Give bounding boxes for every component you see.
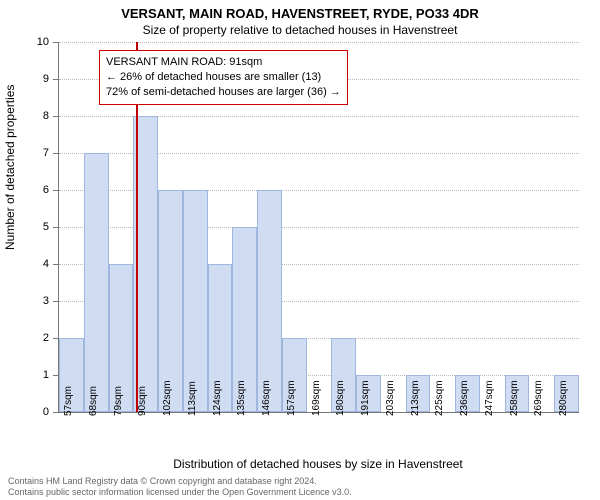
y-tick-label: 3 <box>43 295 49 307</box>
y-tick <box>53 42 59 43</box>
y-axis-label: Number of detached properties <box>3 85 17 250</box>
property-size-chart: VERSANT, MAIN ROAD, HAVENSTREET, RYDE, P… <box>0 0 600 500</box>
y-tick <box>53 153 59 154</box>
y-tick-label: 2 <box>43 332 49 344</box>
x-tick-label: 102sqm <box>162 380 173 416</box>
annotation-box: VERSANT MAIN ROAD: 91sqm ← 26% of detach… <box>99 50 348 105</box>
y-tick-label: 0 <box>43 406 49 418</box>
x-tick-label: 79sqm <box>113 386 124 416</box>
chart-title: VERSANT, MAIN ROAD, HAVENSTREET, RYDE, P… <box>0 6 600 21</box>
annotation-line-1: VERSANT MAIN ROAD: 91sqm <box>106 55 341 70</box>
footer-attribution: Contains HM Land Registry data © Crown c… <box>8 476 352 499</box>
x-tick-label: 236sqm <box>459 380 470 416</box>
x-tick-label: 113sqm <box>187 381 198 416</box>
x-axis-label: Distribution of detached houses by size … <box>58 457 578 471</box>
x-tick-label: 258sqm <box>509 380 520 416</box>
chart-subtitle: Size of property relative to detached ho… <box>0 23 600 37</box>
x-tick-label: 225sqm <box>434 380 445 416</box>
y-tick <box>53 190 59 191</box>
x-tick-label: 124sqm <box>212 380 223 416</box>
histogram-bar <box>158 190 183 412</box>
histogram-bar <box>84 153 109 412</box>
x-tick-label: 213sqm <box>410 380 421 416</box>
x-tick-label: 157sqm <box>286 380 297 416</box>
x-tick-label: 203sqm <box>385 380 396 416</box>
y-tick-label: 5 <box>43 221 49 233</box>
x-tick-label: 180sqm <box>335 380 346 416</box>
y-tick-label: 9 <box>43 73 49 85</box>
annotation-line-2: ← 26% of detached houses are smaller (13… <box>106 70 341 85</box>
x-tick-label: 269sqm <box>533 380 544 416</box>
x-tick-label: 135sqm <box>236 380 247 416</box>
y-tick <box>53 301 59 302</box>
y-tick <box>53 412 59 413</box>
x-tick-label: 280sqm <box>558 380 569 416</box>
y-tick-label: 7 <box>43 147 49 159</box>
histogram-bar <box>183 190 208 412</box>
x-tick-label: 247sqm <box>484 380 495 416</box>
plot-area: 01234567891057sqm68sqm79sqm90sqm102sqm11… <box>58 42 579 413</box>
footer-line-1: Contains HM Land Registry data © Crown c… <box>8 476 352 487</box>
x-tick-label: 68sqm <box>88 386 99 416</box>
annotation-line-3: 72% of semi-detached houses are larger (… <box>106 85 341 100</box>
histogram-bar <box>257 190 282 412</box>
x-tick-label: 191sqm <box>360 380 371 416</box>
y-tick-label: 6 <box>43 184 49 196</box>
x-tick-label: 57sqm <box>63 386 74 416</box>
y-tick <box>53 264 59 265</box>
y-tick-label: 4 <box>43 258 49 270</box>
y-tick-label: 8 <box>43 110 49 122</box>
y-tick <box>53 116 59 117</box>
x-tick-label: 146sqm <box>261 380 272 416</box>
y-tick <box>53 79 59 80</box>
footer-line-2: Contains public sector information licen… <box>8 487 352 498</box>
y-tick-label: 1 <box>43 369 49 381</box>
x-tick-label: 90sqm <box>137 386 148 416</box>
x-tick-label: 169sqm <box>311 380 322 416</box>
y-tick-label: 10 <box>37 36 49 48</box>
y-tick <box>53 227 59 228</box>
